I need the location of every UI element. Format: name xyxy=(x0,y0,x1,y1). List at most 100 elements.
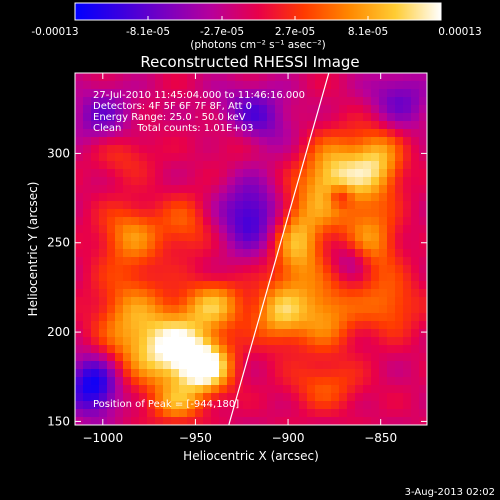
heatmap-cell xyxy=(419,241,427,250)
heatmap-cell xyxy=(283,329,292,338)
heatmap-cell xyxy=(291,249,300,258)
heatmap-cell xyxy=(363,409,372,418)
heatmap-cell xyxy=(291,321,300,330)
heatmap-cell xyxy=(371,121,380,130)
heatmap-cell xyxy=(75,73,84,82)
heatmap-cell xyxy=(195,81,204,90)
heatmap-cell xyxy=(227,97,236,106)
heatmap-cell xyxy=(387,121,396,130)
heatmap-cell xyxy=(227,361,236,370)
heatmap-cell xyxy=(235,377,244,386)
heatmap-cell xyxy=(267,113,276,122)
heatmap-cell xyxy=(339,81,348,90)
heatmap-cell xyxy=(195,185,204,194)
heatmap-cell xyxy=(83,193,92,202)
heatmap-cell xyxy=(83,321,92,330)
heatmap-cell xyxy=(363,201,372,210)
heatmap-cell xyxy=(315,137,324,146)
heatmap-cell xyxy=(331,241,340,250)
heatmap-cell xyxy=(115,225,124,234)
heatmap-cell xyxy=(83,305,92,314)
heatmap-cell xyxy=(387,241,396,250)
heatmap-cell xyxy=(171,169,180,178)
heatmap-cell xyxy=(139,105,148,114)
heatmap-cell xyxy=(259,329,268,338)
heatmap-cell xyxy=(323,361,332,370)
heatmap-cell xyxy=(203,145,212,154)
heatmap-cell xyxy=(395,193,404,202)
heatmap-cell xyxy=(307,169,316,178)
heatmap-cell xyxy=(195,361,204,370)
heatmap-cell xyxy=(283,169,292,178)
heatmap-cell xyxy=(355,121,364,130)
heatmap-cell xyxy=(347,281,356,290)
heatmap-cell xyxy=(347,249,356,258)
heatmap-cell xyxy=(235,305,244,314)
heatmap-cell xyxy=(203,281,212,290)
heatmap-cell xyxy=(171,289,180,298)
heatmap-cell xyxy=(275,353,284,362)
heatmap-cell xyxy=(403,337,412,346)
heatmap-cell xyxy=(339,185,348,194)
heatmap-cell xyxy=(355,193,364,202)
heatmap-cell xyxy=(139,361,148,370)
heatmap-cell xyxy=(155,113,164,122)
heatmap-cell xyxy=(131,385,140,394)
heatmap-cell xyxy=(171,145,180,154)
heatmap-cell xyxy=(155,273,164,282)
heatmap-cell xyxy=(251,129,260,138)
heatmap-cell xyxy=(411,153,420,162)
heatmap-cell xyxy=(107,145,116,154)
heatmap-cell xyxy=(291,297,300,306)
heatmap-cell xyxy=(331,169,340,178)
heatmap-cell xyxy=(99,73,108,82)
heatmap-cell xyxy=(291,161,300,170)
heatmap-cell xyxy=(275,193,284,202)
heatmap-cell xyxy=(163,105,172,114)
heatmap-cell xyxy=(83,233,92,242)
heatmap-cell xyxy=(403,121,412,130)
heatmap-cell xyxy=(107,169,116,178)
heatmap-cell xyxy=(275,225,284,234)
heatmap-cell xyxy=(99,257,108,266)
heatmap-cell xyxy=(179,105,188,114)
heatmap-cell xyxy=(307,361,316,370)
heatmap-cell xyxy=(219,377,228,386)
heatmap-cell xyxy=(371,97,380,106)
heatmap-cell xyxy=(411,97,420,106)
heatmap-cell xyxy=(347,177,356,186)
heatmap-cell xyxy=(347,361,356,370)
heatmap-cell xyxy=(179,201,188,210)
heatmap-cell xyxy=(291,257,300,266)
heatmap-cell xyxy=(371,377,380,386)
heatmap-cell xyxy=(259,89,268,98)
heatmap-cell xyxy=(283,241,292,250)
heatmap-cell xyxy=(163,321,172,330)
heatmap-cell xyxy=(227,249,236,258)
heatmap-cell xyxy=(187,409,196,418)
heatmap-cell xyxy=(347,329,356,338)
heatmap-cell xyxy=(115,273,124,282)
heatmap-cell xyxy=(355,345,364,354)
heatmap-cell xyxy=(307,289,316,298)
heatmap-cell xyxy=(387,249,396,258)
heatmap-cell xyxy=(395,337,404,346)
heatmap-cell xyxy=(323,401,332,410)
heatmap-cell xyxy=(123,321,132,330)
heatmap-cell xyxy=(315,153,324,162)
heatmap-cell xyxy=(83,345,92,354)
heatmap-cell xyxy=(267,297,276,306)
heatmap-cell xyxy=(331,81,340,90)
heatmap-cell xyxy=(291,313,300,322)
chart-title: Reconstructed RHESSI Image xyxy=(140,53,359,71)
heatmap-cell xyxy=(155,137,164,146)
heatmap-cell xyxy=(251,97,260,106)
heatmap-cell xyxy=(395,417,404,425)
heatmap-cell xyxy=(243,329,252,338)
heatmap-cell xyxy=(259,153,268,162)
heatmap-cell xyxy=(99,201,108,210)
heatmap-cell xyxy=(323,121,332,130)
heatmap-cell xyxy=(299,401,308,410)
heatmap-cell xyxy=(211,289,220,298)
heatmap-cell xyxy=(315,401,324,410)
